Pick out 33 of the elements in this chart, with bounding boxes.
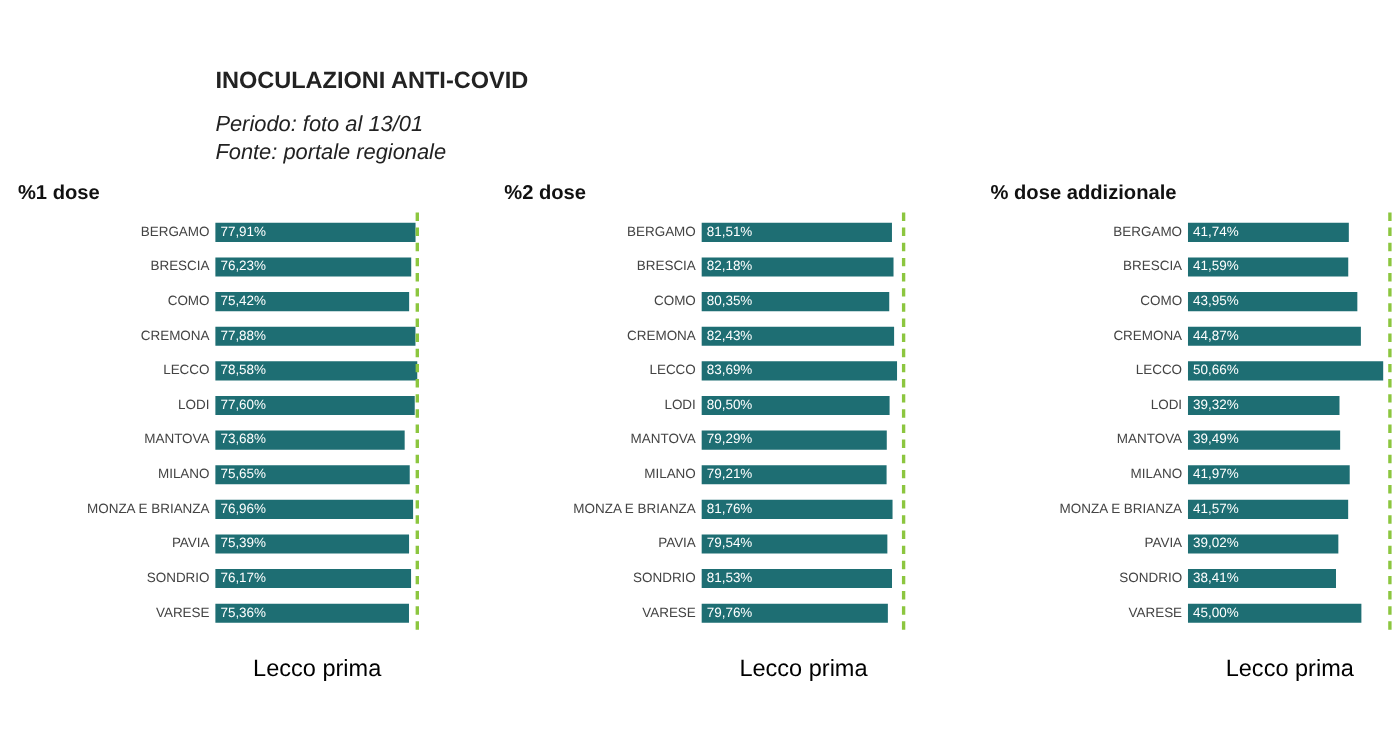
bar <box>215 499 414 519</box>
bar <box>215 222 416 242</box>
bar <box>1187 499 1349 519</box>
bar <box>215 569 412 589</box>
text: %2 dose <box>504 183 587 205</box>
bar <box>215 430 405 450</box>
bar <box>215 534 410 554</box>
bar <box>1187 430 1341 450</box>
x-axis-title: Lecco prima <box>253 656 383 683</box>
bar <box>1187 257 1349 277</box>
bar <box>1187 326 1361 346</box>
x-axis-title: Lecco prima <box>739 656 869 683</box>
bar <box>1187 603 1362 623</box>
bar <box>215 395 415 416</box>
bar <box>215 361 418 381</box>
chart-title: % dose addizionale <box>990 183 1178 205</box>
bar <box>1187 465 1350 485</box>
bar <box>1187 395 1340 416</box>
x-axis-title: Lecco prima <box>1225 656 1355 683</box>
bar <box>1187 222 1349 242</box>
text: Periodo: foto al 13/01 <box>215 112 424 137</box>
source-note: Fonte: portale regionale <box>215 141 447 166</box>
bar <box>215 465 410 485</box>
bar <box>215 292 410 312</box>
bar <box>1187 569 1336 589</box>
bar <box>1187 534 1339 554</box>
bar <box>215 326 416 346</box>
bar <box>215 603 409 623</box>
text: %1 dose <box>17 183 101 205</box>
bar <box>1187 292 1358 312</box>
text: INOCULAZIONI ANTI-COVID <box>215 67 529 94</box>
bar <box>215 257 412 277</box>
bar <box>1187 361 1384 381</box>
